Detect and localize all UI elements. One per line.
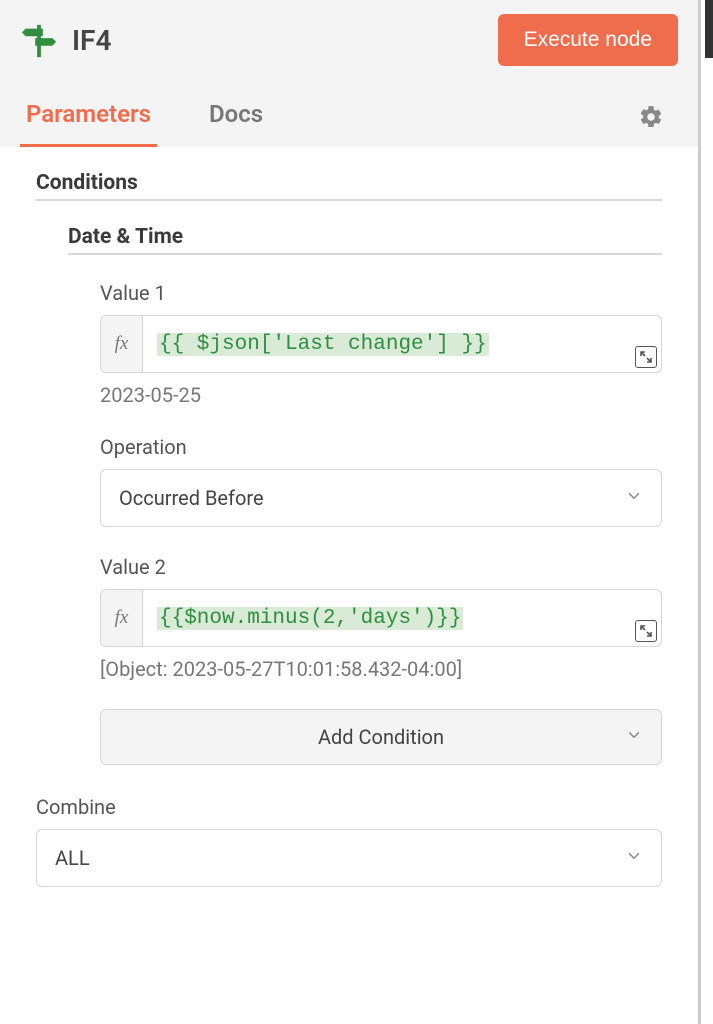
- conditions-heading: Conditions: [36, 171, 662, 201]
- execute-node-button[interactable]: Execute node: [498, 14, 678, 66]
- gear-icon: [638, 104, 664, 130]
- tab-parameters[interactable]: Parameters: [20, 90, 157, 147]
- add-condition-button[interactable]: Add Condition: [100, 709, 662, 765]
- value1-input[interactable]: fx {{ $json['Last change'] }}: [100, 315, 662, 373]
- combine-select[interactable]: ALL: [36, 829, 662, 887]
- operation-value: Occurred Before: [119, 486, 264, 510]
- settings-button[interactable]: [630, 96, 672, 142]
- value2-result: [Object: 2023-05-27T10:01:58.432-04:00]: [100, 657, 662, 681]
- datetime-heading: Date & Time: [68, 225, 662, 255]
- title-row: IF4 Execute node: [20, 14, 678, 80]
- expand-button[interactable]: [635, 620, 657, 642]
- fx-badge: fx: [101, 316, 143, 372]
- expand-button[interactable]: [635, 346, 657, 368]
- value1-expression: {{ $json['Last change'] }}: [157, 333, 489, 356]
- value2-expression: {{$now.minus(2,'days')}}: [157, 607, 463, 630]
- tab-docs[interactable]: Docs: [203, 90, 269, 147]
- fx-badge: fx: [101, 590, 143, 646]
- operation-label: Operation: [100, 435, 662, 459]
- value1-result: 2023-05-25: [100, 383, 662, 407]
- chevron-down-icon: [625, 725, 643, 749]
- node-title: IF4: [72, 24, 111, 57]
- value1-label: Value 1: [100, 281, 662, 305]
- combine-value: ALL: [55, 846, 90, 870]
- expand-icon: [640, 351, 652, 363]
- scrollbar-thumb[interactable]: [705, 0, 713, 58]
- value2-input[interactable]: fx {{$now.minus(2,'days')}}: [100, 589, 662, 647]
- chevron-down-icon: [625, 486, 643, 510]
- add-condition-label: Add Condition: [318, 725, 444, 749]
- operation-select[interactable]: Occurred Before: [100, 469, 662, 527]
- chevron-down-icon: [625, 846, 643, 870]
- value2-label: Value 2: [100, 555, 662, 579]
- signpost-icon: [20, 21, 58, 59]
- expand-icon: [640, 625, 652, 637]
- combine-label: Combine: [36, 795, 662, 819]
